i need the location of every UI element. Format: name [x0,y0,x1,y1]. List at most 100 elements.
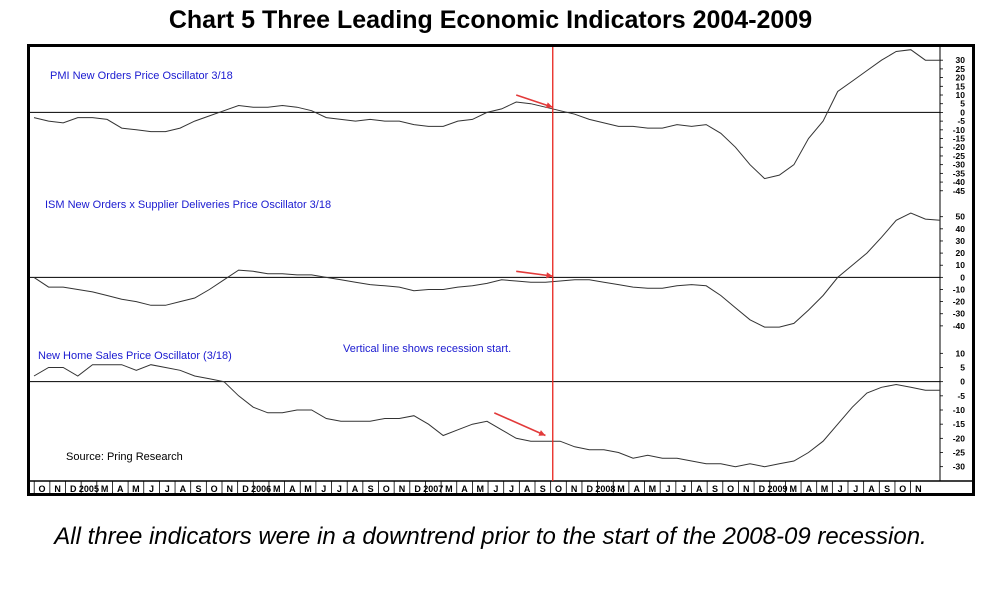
x-tick-label: D [759,484,766,494]
x-tick-label: N [399,484,406,494]
y-tick-label: -40 [953,177,966,187]
x-tick-label: 2006 [251,484,271,494]
chart-frame [27,44,975,496]
x-tick-label: D [587,484,594,494]
x-tick-label: O [899,484,906,494]
trend-arrow [493,412,546,437]
y-tick-label: -25 [953,448,966,458]
x-tick-label: O [727,484,734,494]
y-tick-label: 40 [956,224,966,234]
x-tick-label: A [117,484,124,494]
y-tick-label: 5 [960,363,965,373]
x-tick-label: A [806,484,813,494]
annotation-text: Vertical line shows recession start. [343,343,511,355]
x-tick-label: M [617,484,625,494]
series-label: ISM New Orders x Supplier Deliveries Pri… [45,199,331,211]
y-tick-label: -15 [953,419,966,429]
x-tick-label: N [227,484,234,494]
y-tick-label: -30 [953,462,966,472]
x-tick-label: O [211,484,218,494]
y-tick-label: 10 [956,90,966,100]
series-label: PMI New Orders Price Oscillator 3/18 [50,70,233,82]
x-tick-label: A [524,484,531,494]
y-tick-label: -20 [953,142,966,152]
x-tick-label: M [821,484,829,494]
y-tick-label: 50 [956,212,966,222]
x-tick-label: 2009 [768,484,788,494]
x-tick-label: N [571,484,578,494]
x-tick-label: M [132,484,140,494]
chart-title: Chart 5 Three Leading Economic Indicator… [168,6,813,34]
y-tick-label: 25 [956,64,966,74]
x-tick-label: J [165,484,170,494]
x-tick-label: O [38,484,45,494]
series-line [33,212,941,328]
x-tick-label: J [838,484,843,494]
y-tick-label: 0 [960,107,965,117]
x-tick-label: M [101,484,109,494]
y-tick-label: -35 [953,168,966,178]
y-tick-label: 10 [956,260,966,270]
series-line [33,49,940,180]
x-tick-label: 2008 [595,484,615,494]
x-tick-label: A [868,484,875,494]
series-label: New Home Sales Price Oscillator (3/18) [38,350,232,362]
trend-arrow-head [545,102,553,109]
x-tick-label: J [321,484,326,494]
series-line [33,364,940,468]
x-tick-label: D [242,484,249,494]
x-tick-label: D [70,484,77,494]
y-tick-label: -5 [957,391,965,401]
x-tick-label: D [414,484,421,494]
y-tick-label: 20 [956,248,966,258]
x-tick-label: J [665,484,670,494]
x-tick-label: S [195,484,201,494]
x-tick-label: 2005 [79,484,99,494]
x-tick-label: J [681,484,686,494]
x-tick-label: S [368,484,374,494]
y-tick-label: -20 [953,297,966,307]
x-tick-label: N [54,484,61,494]
trend-arrow-head [538,430,546,436]
y-tick-label: -45 [953,186,966,196]
y-tick-label: -30 [953,309,966,319]
trend-arrow [515,94,554,108]
x-tick-label: J [509,484,514,494]
x-tick-label: J [149,484,154,494]
x-tick-label: A [461,484,468,494]
plot-layer: O N D 2005 M A M J J A S O N D 2006 M A M J J A S O N D 2007 M A M J J… [27,44,975,496]
x-tick-label: A [180,484,187,494]
y-tick-label: -40 [953,321,966,331]
y-tick-label: 10 [956,348,966,358]
x-tick-label: M [476,484,484,494]
x-tick-label: M [649,484,657,494]
y-tick-label: -10 [953,405,966,415]
x-tick-label: J [337,484,342,494]
x-tick-label: J [853,484,858,494]
x-tick-label: A [633,484,640,494]
x-tick-label: O [555,484,562,494]
y-tick-label: 20 [956,73,966,83]
y-tick-label: 15 [956,81,966,91]
x-tick-label: A [696,484,703,494]
trend-arrow-head [546,272,553,279]
chart-caption: All three indicators were in a downtrend… [54,523,927,550]
x-tick-label: J [493,484,498,494]
y-tick-label: -5 [957,116,965,126]
y-tick-label: -20 [953,433,966,443]
y-tick-label: 5 [960,99,965,109]
x-tick-label: O [383,484,390,494]
y-tick-label: -10 [953,125,966,135]
source-text: Source: Pring Research [66,451,183,463]
x-tick-label: N [743,484,750,494]
y-tick-label: 0 [960,377,965,387]
x-tick-label: M [445,484,453,494]
y-tick-label: -25 [953,151,966,161]
x-tick-label: N [915,484,922,494]
y-tick-label: 30 [956,55,966,65]
y-tick-label: -15 [953,134,966,144]
x-tick-label: A [289,484,296,494]
x-tick-label: 2007 [423,484,443,494]
x-tick-label: M [273,484,281,494]
y-tick-label: 30 [956,236,966,246]
